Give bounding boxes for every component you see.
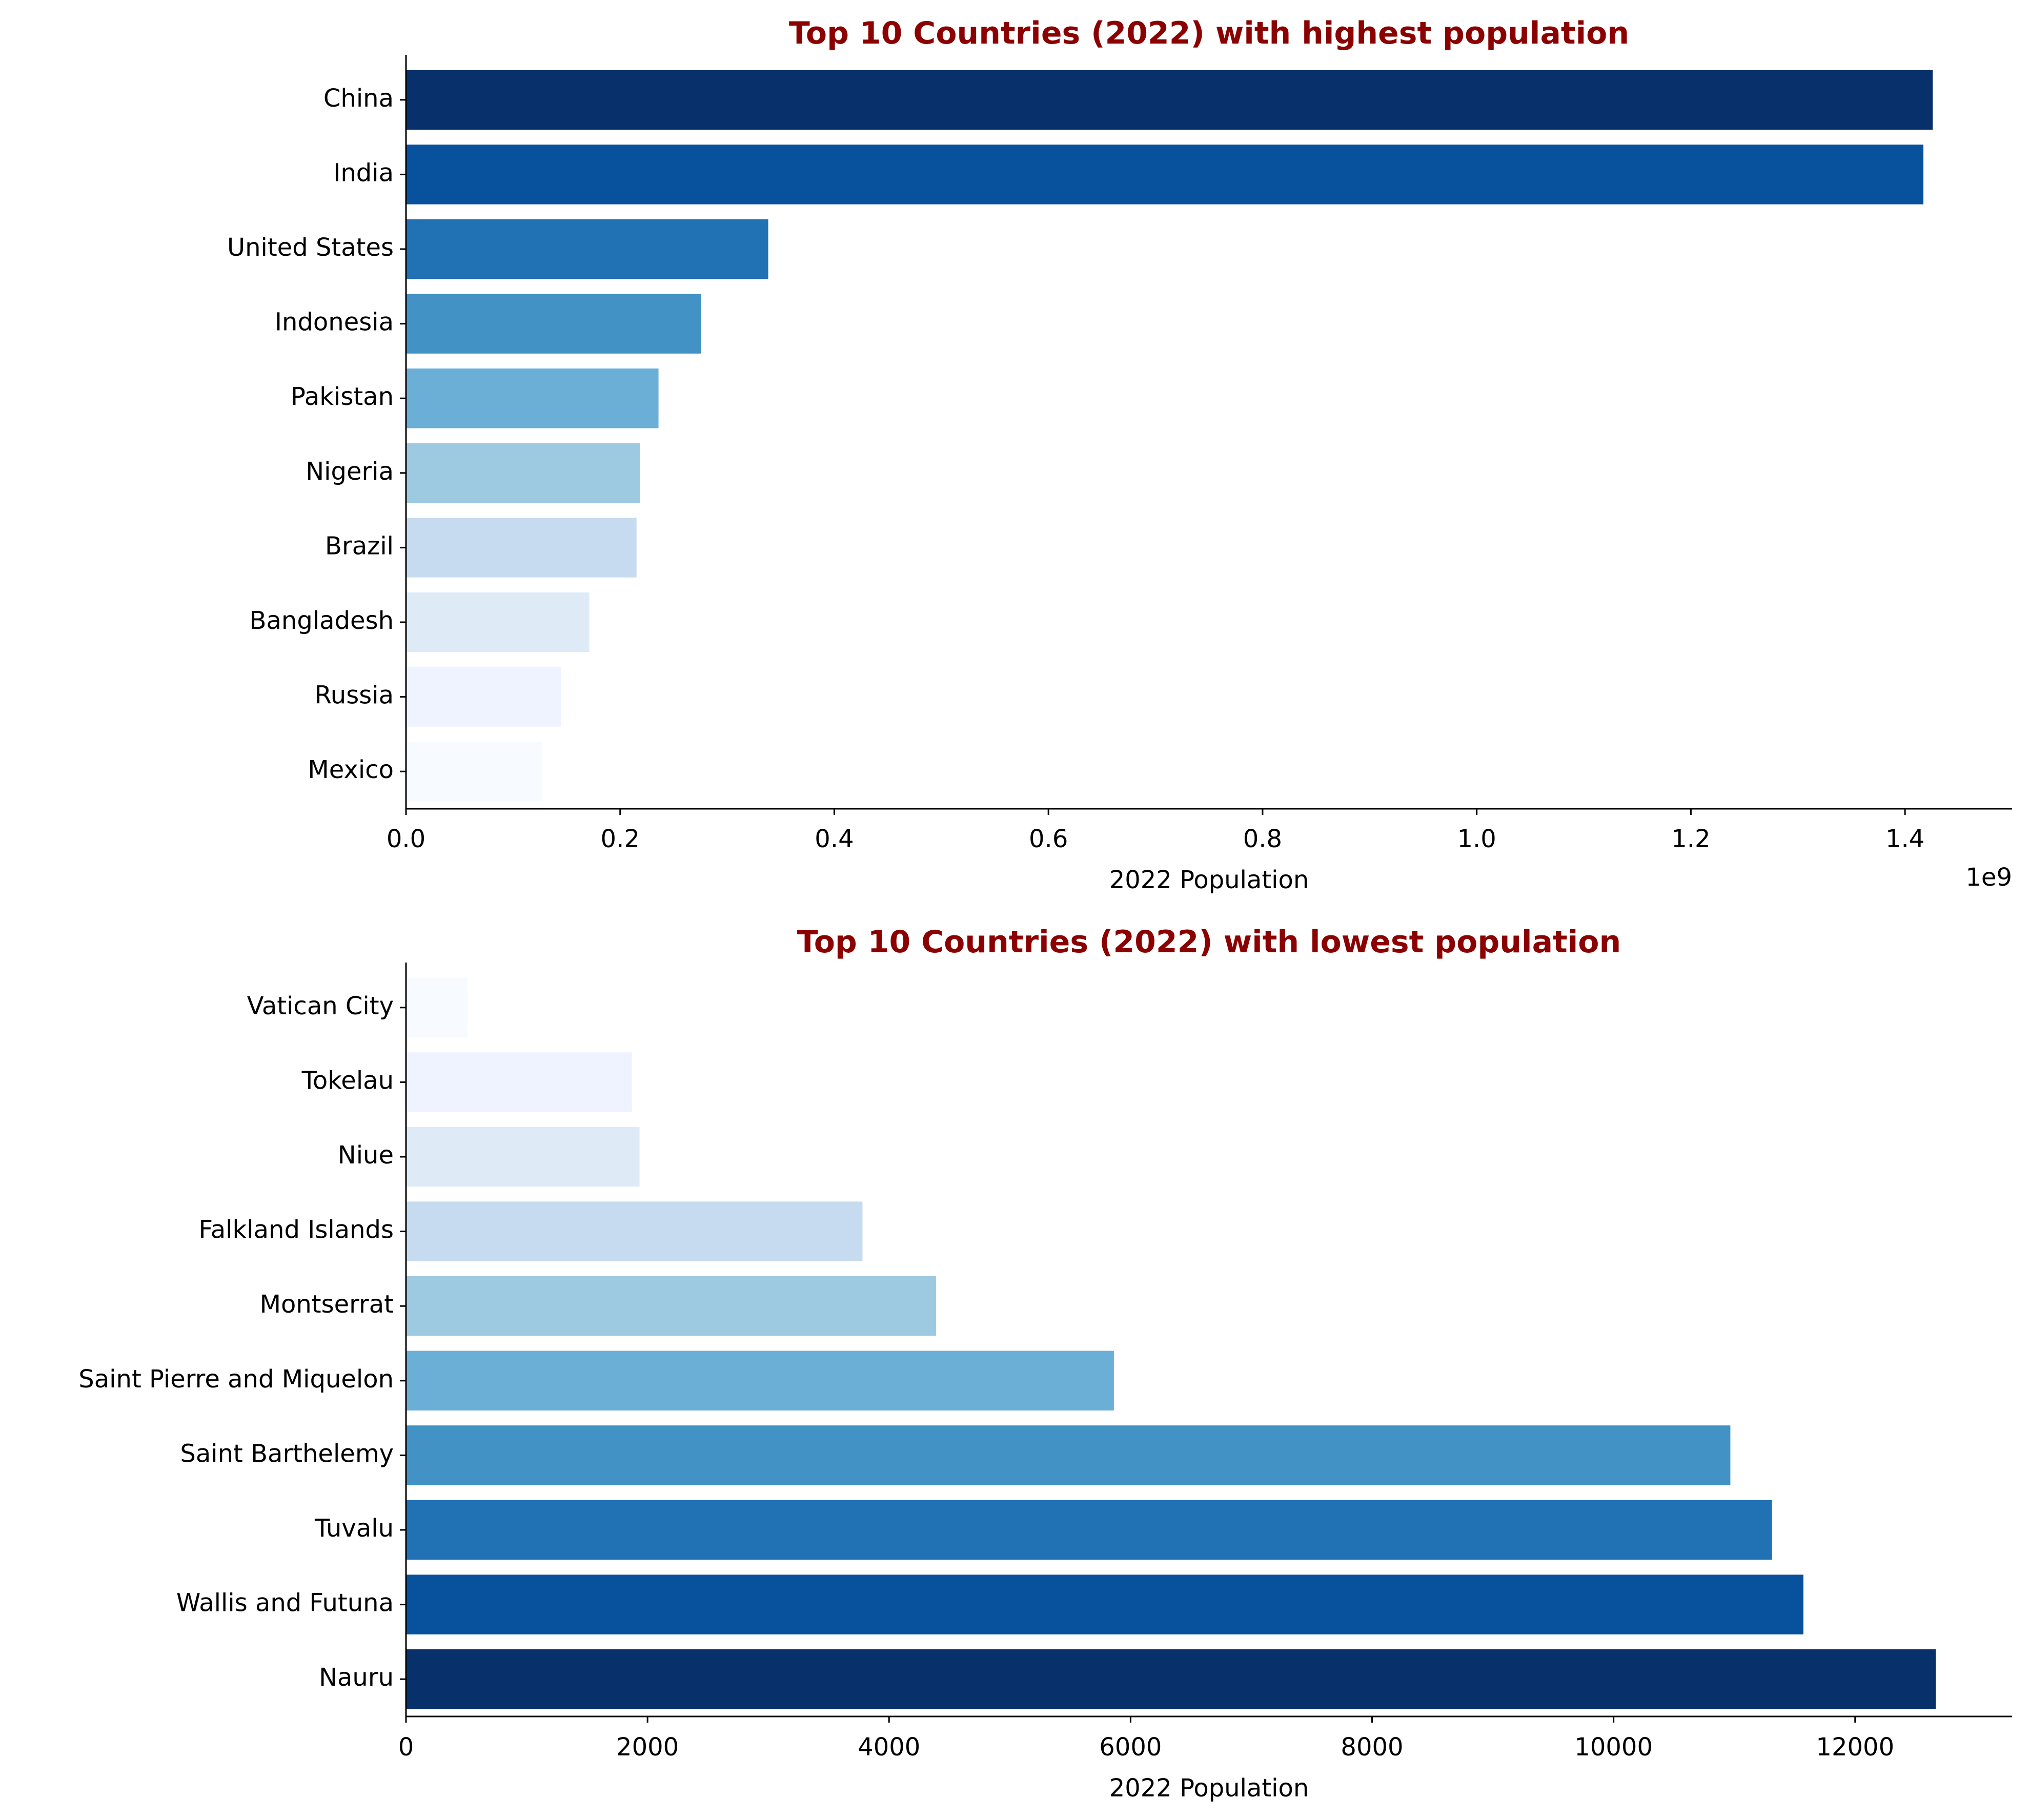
top-bar-brazil: [406, 518, 637, 578]
bottom-bar-tokelau: [406, 1052, 632, 1112]
top-x-tick-label: 0.0: [387, 825, 425, 853]
top-bar-united-states: [406, 219, 768, 279]
bottom-y-tick-label: Tokelau: [301, 1066, 394, 1095]
bottom-y-tick-label: Falkland Islands: [199, 1216, 394, 1244]
bottom-bar-niue: [406, 1127, 640, 1187]
top-bar-russia: [406, 667, 561, 727]
bottom-x-axis-label: 2022 Population: [1109, 1774, 1309, 1803]
bottom-x-tick-label: 12000: [1816, 1733, 1894, 1762]
top-x-axis-label: 2022 Population: [1109, 866, 1309, 894]
bottom-y-tick-label: Saint Pierre and Miquelon: [78, 1365, 394, 1394]
top-bar-nigeria: [406, 443, 640, 503]
top-bar-china: [406, 70, 1933, 130]
bottom-y-tick-label: Tuvalu: [314, 1514, 394, 1543]
top-panel: Top 10 Countries (2022) with highest pop…: [227, 15, 2012, 894]
top-y-tick-label: China: [323, 84, 394, 113]
bottom-y-tick-label: Saint Barthelemy: [180, 1439, 394, 1468]
bottom-bar-falkland-islands: [406, 1201, 863, 1261]
top-y-tick-label: Indonesia: [275, 308, 394, 337]
top-x-offset-label: 1e9: [1965, 863, 2012, 892]
top-bar-bangladesh: [406, 592, 590, 652]
top-x-tick-label: 0.6: [1029, 825, 1068, 853]
bottom-bar-wallis-and-futuna: [406, 1574, 1803, 1634]
bottom-bar-nauru: [406, 1649, 1936, 1709]
bottom-y-tick-label: Vatican City: [247, 992, 394, 1020]
top-x-tick-label: 1.4: [1885, 825, 1924, 853]
top-bar-pakistan: [406, 368, 659, 428]
top-bar-india: [406, 145, 1924, 205]
top-y-tick-label: Mexico: [308, 755, 394, 784]
bottom-x-tick-label: 0: [398, 1733, 414, 1762]
top-y-tick-label: India: [333, 158, 394, 187]
bottom-x-tick-label: 6000: [1099, 1733, 1162, 1762]
bottom-x-tick-label: 4000: [858, 1733, 920, 1762]
top-x-tick-label: 0.2: [601, 825, 640, 853]
top-chart-title: Top 10 Countries (2022) with highest pop…: [789, 15, 1629, 51]
top-bar-mexico: [406, 741, 543, 802]
top-x-tick-label: 1.0: [1457, 825, 1496, 853]
bottom-x-tick-label: 8000: [1341, 1733, 1403, 1762]
bottom-y-tick-label: Nauru: [319, 1663, 394, 1692]
top-x-tick-label: 1.2: [1671, 825, 1710, 853]
bottom-bar-saint-pierre-and-miquelon: [406, 1351, 1114, 1411]
bottom-chart-title: Top 10 Countries (2022) with lowest popu…: [797, 924, 1621, 960]
top-x-tick-label: 0.4: [815, 825, 854, 853]
top-y-tick-label: Brazil: [325, 531, 394, 560]
top-y-tick-label: Nigeria: [306, 457, 394, 486]
bottom-y-tick-label: Niue: [338, 1141, 394, 1170]
top-bar-indonesia: [406, 294, 701, 354]
bottom-panel: Top 10 Countries (2022) with lowest popu…: [78, 924, 2012, 1803]
top-y-tick-label: United States: [227, 233, 394, 262]
top-x-tick-label: 0.8: [1243, 825, 1282, 853]
bottom-x-tick-label: 2000: [616, 1733, 679, 1762]
bottom-bar-saint-barthelemy: [406, 1425, 1731, 1485]
top-y-tick-label: Pakistan: [291, 382, 394, 411]
bottom-y-tick-label: Montserrat: [260, 1290, 394, 1319]
bottom-bar-montserrat: [406, 1276, 937, 1336]
bottom-x-tick-label: 10000: [1574, 1733, 1653, 1762]
bottom-bar-vatican-city: [406, 977, 468, 1038]
bottom-bar-tuvalu: [406, 1500, 1772, 1560]
top-y-tick-label: Russia: [315, 681, 394, 710]
top-y-tick-label: Bangladesh: [250, 606, 394, 635]
bottom-y-tick-label: Wallis and Futuna: [176, 1589, 394, 1618]
